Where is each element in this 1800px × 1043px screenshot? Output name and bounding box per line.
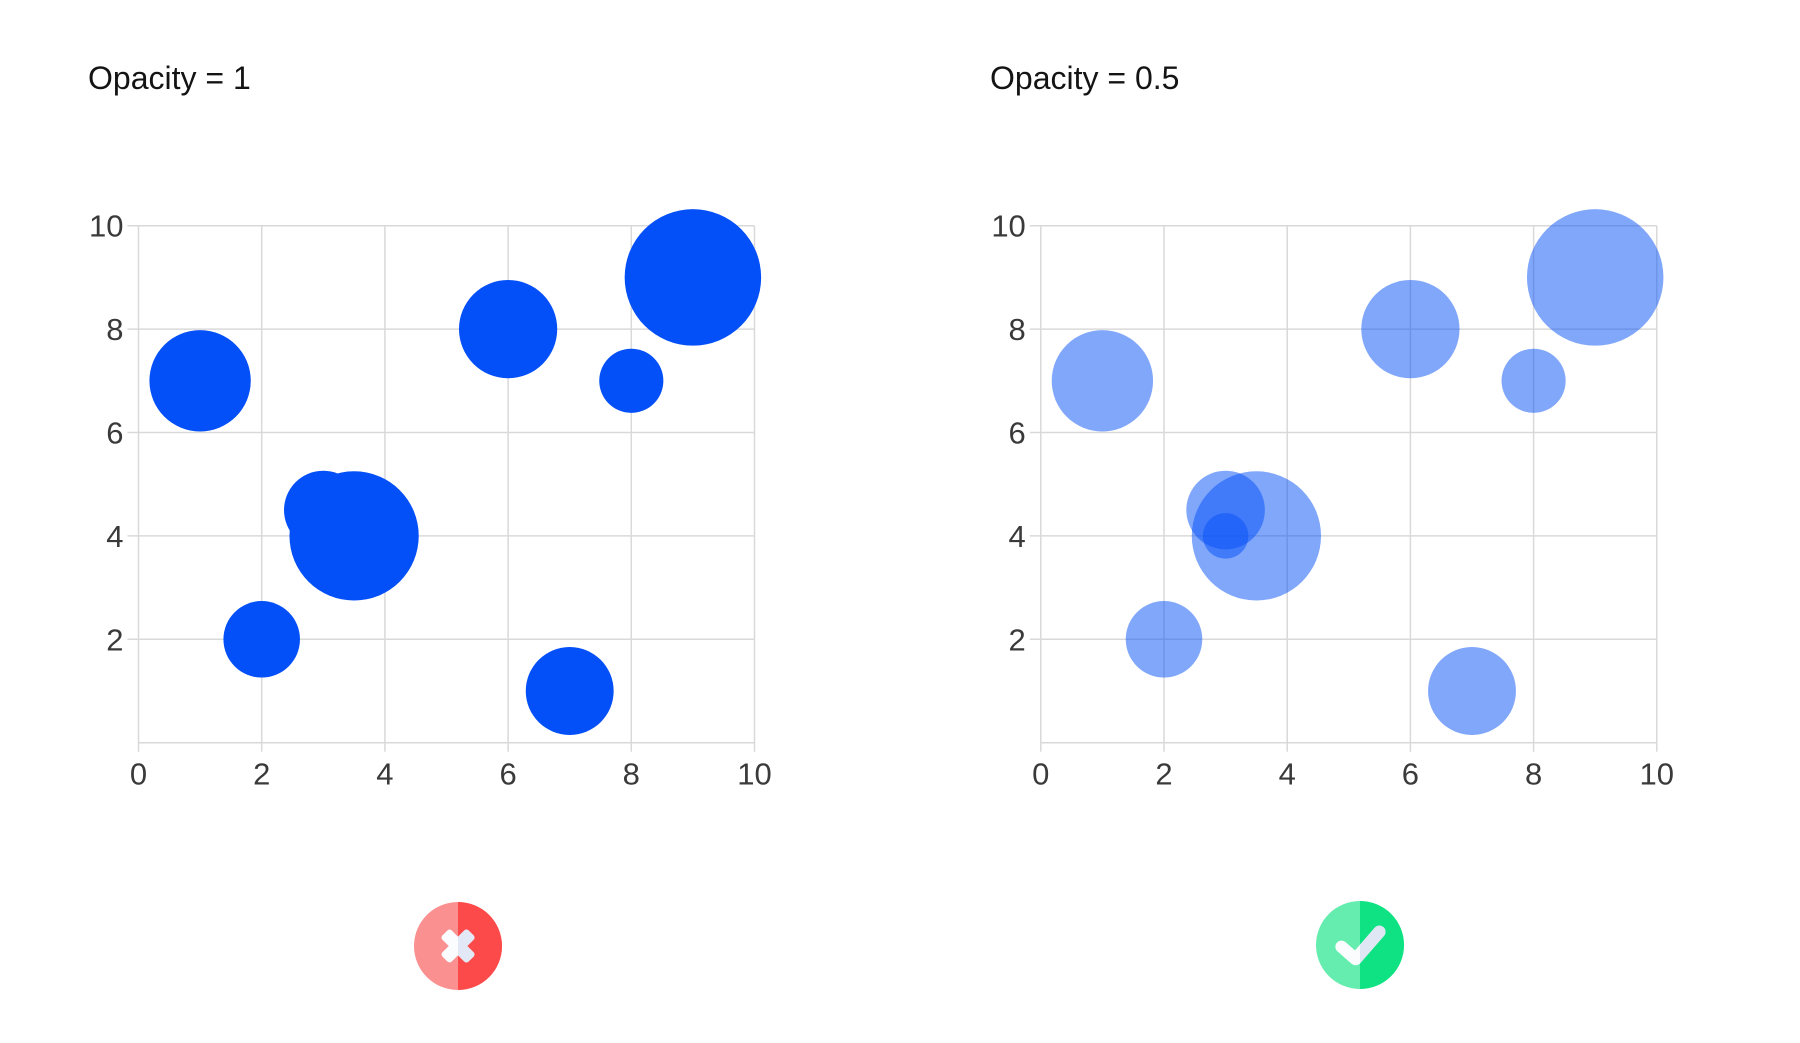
check-icon xyxy=(1316,901,1404,989)
y-tick-label: 2 xyxy=(106,622,123,657)
bubble xyxy=(599,348,664,413)
bubble xyxy=(1361,279,1460,379)
check-glyph-shaded-half xyxy=(1360,925,1386,964)
x-tick-label: 8 xyxy=(623,757,640,792)
bubble xyxy=(525,647,614,735)
x-tick-label: 2 xyxy=(1155,757,1172,792)
x-tick-label: 6 xyxy=(1402,757,1419,792)
bubble xyxy=(1428,647,1516,735)
y-tick-label: 6 xyxy=(1009,416,1026,451)
y-tick-label: 8 xyxy=(1009,312,1026,347)
bubble xyxy=(149,330,251,432)
bubble xyxy=(1526,209,1664,346)
x-tick-label: 0 xyxy=(1032,757,1049,792)
x-glyph-shaded-half xyxy=(458,929,475,963)
bubble xyxy=(289,471,419,601)
x-tick-label: 10 xyxy=(1640,757,1674,792)
y-tick-label: 6 xyxy=(106,416,123,451)
x-tick-label: 6 xyxy=(499,757,516,792)
bubble xyxy=(458,279,558,379)
x-tick-label: 10 xyxy=(737,757,771,792)
bubble-chart-opacity-1: 2 4 6 8 10 0 2 4 6 8 10 xyxy=(89,209,772,792)
bubble xyxy=(1125,601,1203,678)
y-tick-label: 10 xyxy=(89,209,123,244)
x-tick-label: 2 xyxy=(253,757,270,792)
x-tick-label: 4 xyxy=(1279,757,1296,792)
y-tick-label: 2 xyxy=(1009,622,1026,657)
bubble xyxy=(624,209,762,346)
badge-circle-right-half xyxy=(458,902,502,990)
bubble xyxy=(300,513,347,559)
x-tick-label: 8 xyxy=(1525,757,1542,792)
correct-badge xyxy=(1316,901,1404,989)
x-tick-label: 0 xyxy=(130,757,147,792)
bubble xyxy=(1202,513,1249,559)
badge-circle-right-half xyxy=(1360,901,1404,989)
incorrect-badge xyxy=(414,902,502,990)
y-tick-label: 4 xyxy=(106,519,123,554)
bubble xyxy=(1501,348,1566,413)
y-tick-label: 8 xyxy=(106,312,123,347)
bubble-chart-opacity-0-5: 2 4 6 8 10 0 2 4 6 8 10 xyxy=(991,209,1674,792)
x-icon xyxy=(414,902,502,990)
x-tick-label: 4 xyxy=(376,757,393,792)
chart-title-opacity-1: Opacity = 1 xyxy=(88,60,251,96)
chart-title-opacity-0-5: Opacity = 0.5 xyxy=(990,60,1180,96)
y-tick-label: 4 xyxy=(1009,519,1026,554)
bubble xyxy=(223,601,300,678)
bubble xyxy=(1191,471,1322,601)
bubble xyxy=(1051,330,1154,432)
y-tick-label: 10 xyxy=(991,209,1025,244)
